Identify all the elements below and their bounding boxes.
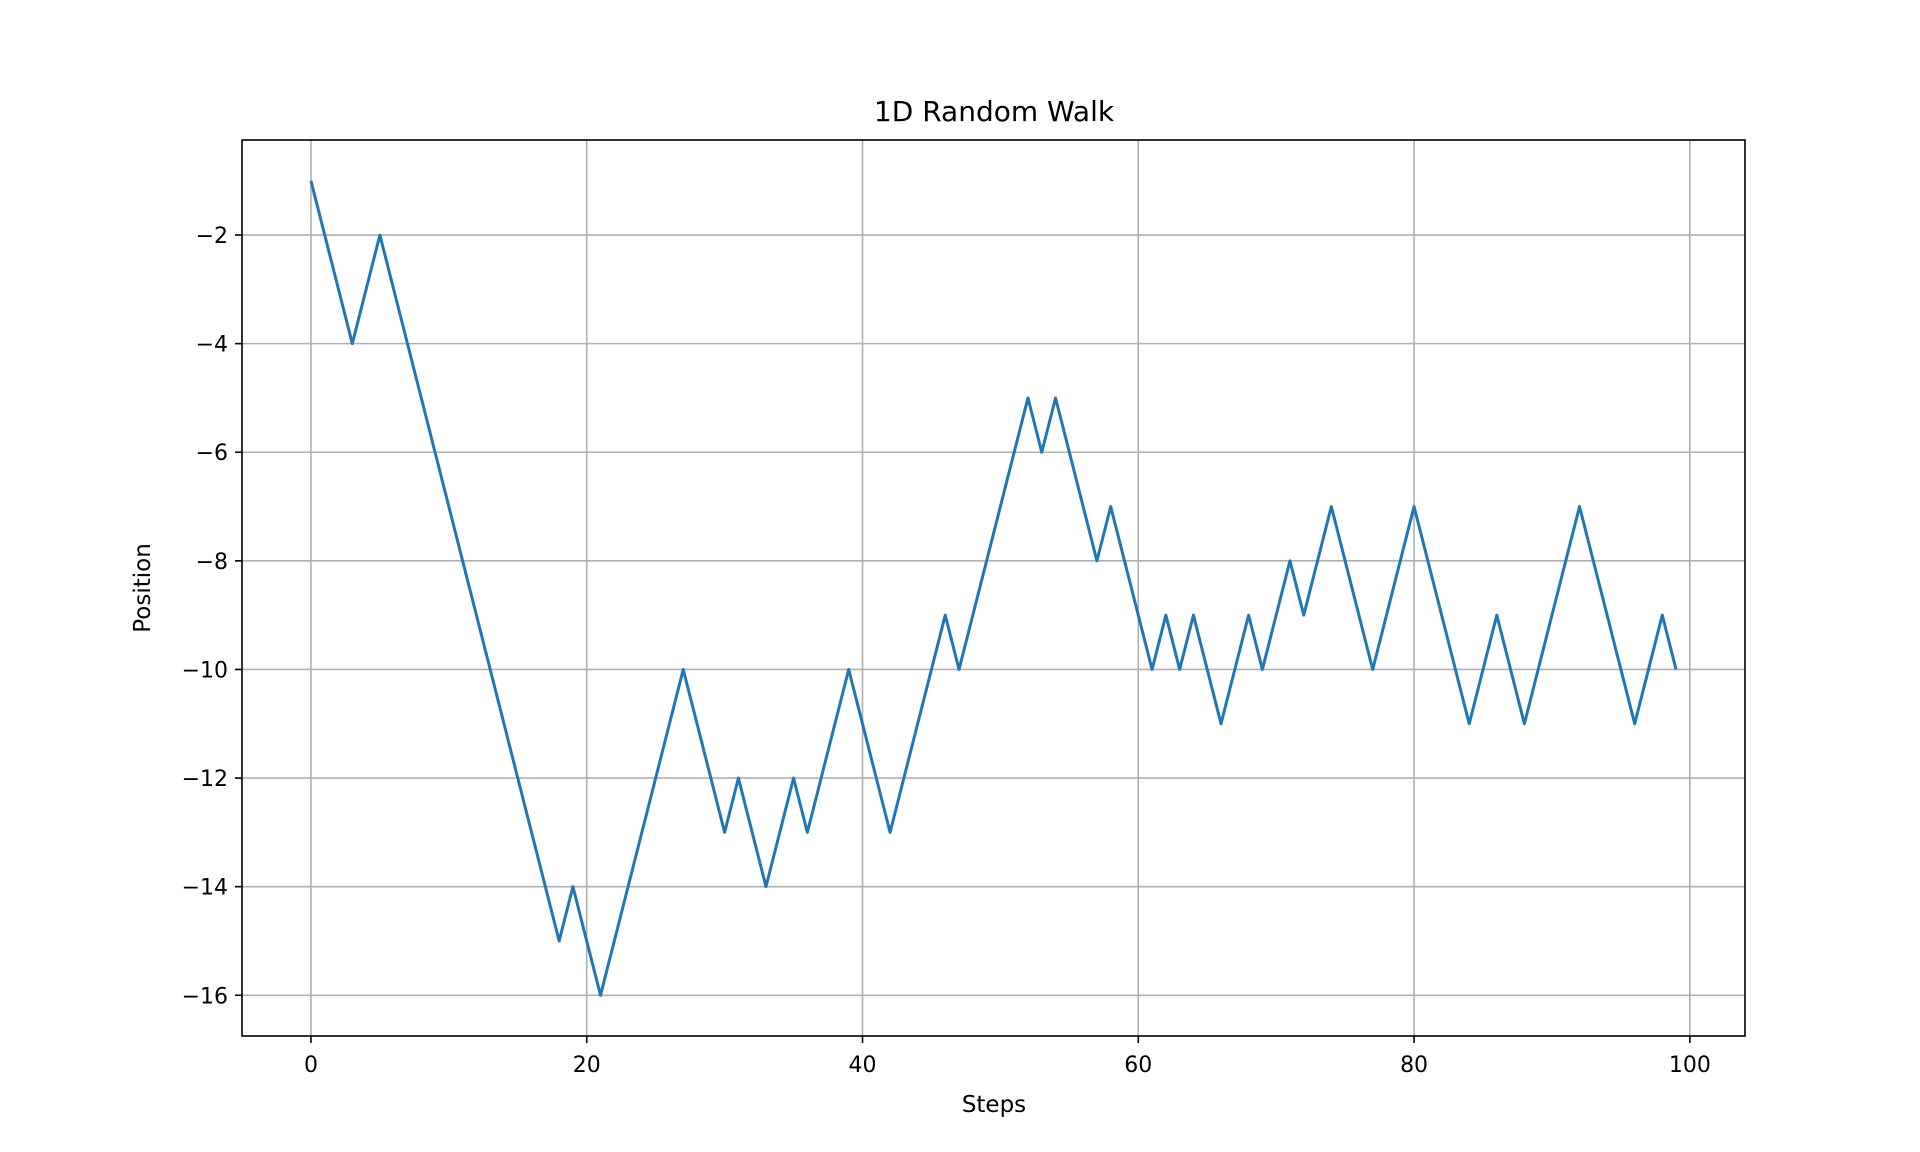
x-tick-label: 100 bbox=[1669, 1053, 1711, 1078]
y-tick-label: −8 bbox=[196, 550, 228, 575]
x-tick-label: 20 bbox=[573, 1053, 601, 1078]
y-tick-label: −2 bbox=[196, 224, 228, 249]
x-tick-label: 60 bbox=[1124, 1053, 1152, 1078]
y-tick-label: −14 bbox=[182, 876, 228, 901]
x-axis-label: Steps bbox=[962, 1092, 1026, 1118]
x-tick-label: 0 bbox=[304, 1053, 318, 1078]
chart-title: 1D Random Walk bbox=[874, 95, 1115, 128]
y-tick-label: −16 bbox=[182, 984, 228, 1009]
y-tick-label: −10 bbox=[182, 658, 228, 683]
y-tick-label: −4 bbox=[196, 333, 228, 358]
y-axis-ticks: −16 −14 −12 −10 −8 −6 −4 −2 bbox=[182, 224, 242, 1009]
x-tick-label: 40 bbox=[849, 1053, 877, 1078]
x-tick-label: 80 bbox=[1400, 1053, 1428, 1078]
series-layer bbox=[309, 180, 1678, 997]
y-tick-label: −12 bbox=[182, 767, 228, 792]
plot-frame bbox=[241, 139, 1746, 1037]
series-line bbox=[309, 180, 1678, 997]
y-axis-label: Position bbox=[130, 543, 156, 633]
y-tick-label: −6 bbox=[196, 441, 228, 466]
grid-lines bbox=[242, 140, 1745, 1036]
x-axis-ticks: 0 20 40 60 80 100 bbox=[304, 1036, 1711, 1078]
